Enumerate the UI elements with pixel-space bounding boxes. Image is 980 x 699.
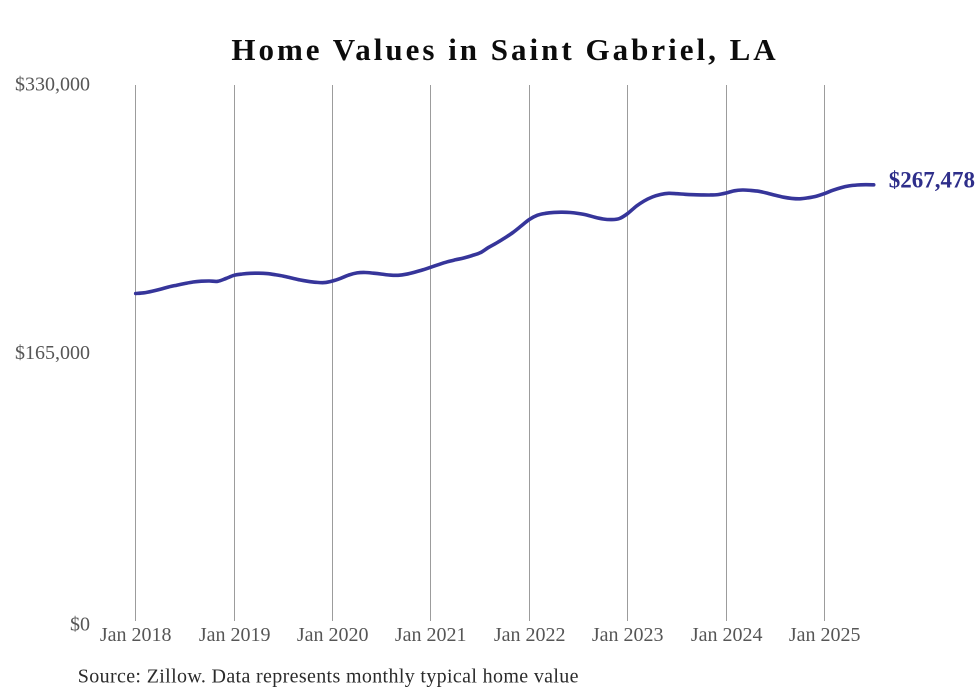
svg-text:Jan 2019: Jan 2019 bbox=[199, 624, 271, 646]
svg-text:Source: Zillow. Data represent: Source: Zillow. Data represents monthly … bbox=[78, 666, 579, 688]
svg-text:$267,478: $267,478 bbox=[889, 168, 975, 193]
svg-text:$0: $0 bbox=[70, 614, 90, 636]
svg-text:Jan 2022: Jan 2022 bbox=[494, 624, 566, 646]
svg-text:Home Values in Saint Gabriel,: Home Values in Saint Gabriel, LA bbox=[231, 32, 778, 67]
svg-text:$330,000: $330,000 bbox=[15, 74, 90, 96]
svg-text:Jan 2020: Jan 2020 bbox=[297, 624, 369, 646]
svg-text:Jan 2018: Jan 2018 bbox=[100, 624, 172, 646]
svg-text:Jan 2023: Jan 2023 bbox=[592, 624, 664, 646]
svg-text:Jan 2025: Jan 2025 bbox=[789, 624, 861, 646]
svg-text:Jan 2024: Jan 2024 bbox=[691, 624, 763, 646]
svg-text:Jan 2021: Jan 2021 bbox=[395, 624, 467, 646]
svg-text:$165,000: $165,000 bbox=[15, 342, 90, 364]
